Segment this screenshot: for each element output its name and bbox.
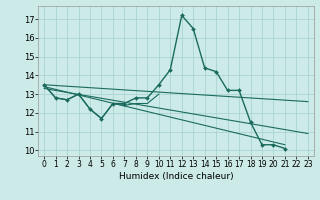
X-axis label: Humidex (Indice chaleur): Humidex (Indice chaleur) [119, 172, 233, 181]
